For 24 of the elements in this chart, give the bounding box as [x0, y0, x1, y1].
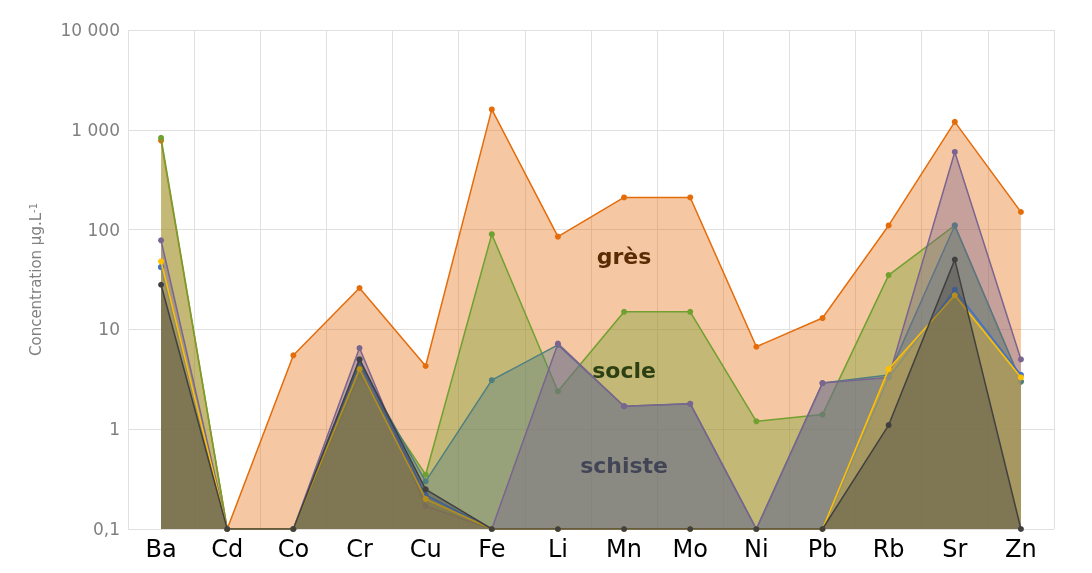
- x-tick-label: Fe: [478, 535, 506, 563]
- series-label: grès: [596, 243, 652, 269]
- x-tick-label: Rb: [872, 535, 905, 563]
- x-tick-label: Zn: [1005, 535, 1037, 563]
- y-tick-label: 0,1: [92, 519, 120, 539]
- x-tick-label: Cr: [346, 535, 373, 563]
- x-tick-label: Co: [277, 535, 310, 563]
- x-tick-label: Mo: [672, 535, 708, 563]
- series-label: schiste: [580, 452, 669, 478]
- x-tick-label: Pb: [807, 535, 838, 563]
- y-tick-label: 1: [109, 419, 120, 440]
- y-tick-label: 10 000: [60, 20, 120, 40]
- x-tick-label: Cd: [211, 535, 244, 563]
- y-tick-label: 10: [98, 319, 120, 340]
- x-tick-label: Cu: [409, 535, 442, 563]
- y-tick-label: 100: [87, 219, 120, 240]
- x-tick-label: Sr: [942, 535, 968, 563]
- y-tick-label: 1 000: [71, 119, 120, 140]
- series-label: socle: [592, 358, 656, 384]
- x-tick-label: Mn: [606, 535, 643, 563]
- x-tick-label: Ba: [145, 535, 177, 563]
- y-axis-title: Concentration µg.L-1: [26, 202, 45, 357]
- x-tick-label: Ni: [744, 535, 769, 563]
- x-tick-label: Li: [547, 535, 568, 563]
